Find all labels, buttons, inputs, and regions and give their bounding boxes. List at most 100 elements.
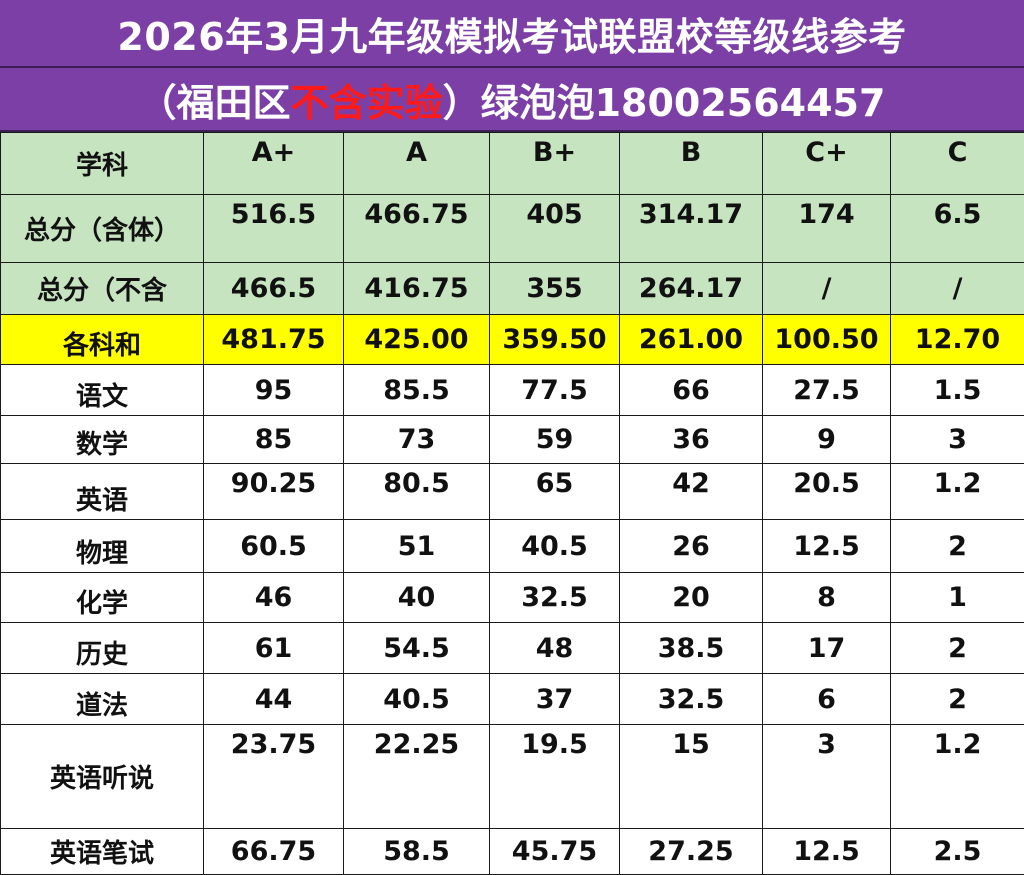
cell-value: 85 [204, 416, 344, 464]
cell-value: 90.25 [204, 464, 344, 520]
cell-value: 264.17 [620, 263, 763, 315]
cell-value: 516.5 [204, 195, 344, 263]
header-grade: A+ [204, 133, 344, 195]
row-label: 英语 [1, 464, 204, 520]
cell-value: 466.5 [204, 263, 344, 315]
cell-value: 481.75 [204, 315, 344, 365]
cell-value: 425.00 [344, 315, 490, 365]
cell-value: 3 [763, 725, 891, 829]
cell-value: 3 [891, 416, 1024, 464]
cell-value: 359.50 [490, 315, 620, 365]
table-row: 英语听说 23.75 22.25 19.5 15 3 1.2 [1, 725, 1024, 829]
title-line-2-highlight: 不含实验 [291, 72, 443, 127]
table-row: 物理 60.5 51 40.5 26 12.5 2 [1, 520, 1024, 573]
cell-value: / [763, 263, 891, 315]
title-line-2: （福田区不含实验）绿泡泡18002564457 [0, 68, 1024, 132]
cell-value: 26 [620, 520, 763, 573]
cell-value: 95 [204, 365, 344, 416]
table-row: 道法 44 40.5 37 32.5 6 2 [1, 674, 1024, 725]
cell-value: 66 [620, 365, 763, 416]
row-label: 数学 [1, 416, 204, 464]
cell-value: 32.5 [620, 674, 763, 725]
row-label: 历史 [1, 623, 204, 674]
cell-value: 405 [490, 195, 620, 263]
cell-value: 1.5 [891, 365, 1024, 416]
cell-value: 23.75 [204, 725, 344, 829]
row-label: 总分（含体） [1, 195, 204, 263]
cell-value: 27.5 [763, 365, 891, 416]
cell-value: 85.5 [344, 365, 490, 416]
cell-value: 61 [204, 623, 344, 674]
cell-value: 42 [620, 464, 763, 520]
row-label: 英语听说 [1, 725, 204, 829]
row-label: 英语笔试 [1, 829, 204, 875]
cell-value: 20.5 [763, 464, 891, 520]
cell-value: 1 [891, 573, 1024, 623]
table-row: 英语笔试 66.75 58.5 45.75 27.25 12.5 2.5 [1, 829, 1024, 875]
cell-value: 32.5 [490, 573, 620, 623]
cell-value: 6 [763, 674, 891, 725]
cell-value: 12.5 [763, 829, 891, 875]
table-row: 历史 61 54.5 48 38.5 17 2 [1, 623, 1024, 674]
cell-value: 2 [891, 674, 1024, 725]
cell-value: 36 [620, 416, 763, 464]
cell-value: / [891, 263, 1024, 315]
cell-value: 66.75 [204, 829, 344, 875]
cell-value: 37 [490, 674, 620, 725]
cell-value: 54.5 [344, 623, 490, 674]
cell-value: 48 [490, 623, 620, 674]
cell-value: 45.75 [490, 829, 620, 875]
table-row: 英语 90.25 80.5 65 42 20.5 1.2 [1, 464, 1024, 520]
table-row: 总分（不含 466.5 416.75 355 264.17 / / [1, 263, 1024, 315]
cell-value: 9 [763, 416, 891, 464]
cell-value: 12.70 [891, 315, 1024, 365]
cell-value: 100.50 [763, 315, 891, 365]
cell-value: 40.5 [490, 520, 620, 573]
cell-value: 2 [891, 520, 1024, 573]
table-row: 化学 46 40 32.5 20 8 1 [1, 573, 1024, 623]
row-label: 道法 [1, 674, 204, 725]
cell-value: 73 [344, 416, 490, 464]
cell-value: 65 [490, 464, 620, 520]
cell-value: 314.17 [620, 195, 763, 263]
title-line-1: 2026年3月九年级模拟考试联盟校等级线参考 [0, 0, 1024, 68]
cell-value: 58.5 [344, 829, 490, 875]
cell-value: 19.5 [490, 725, 620, 829]
grade-table: 学科 A+ A B+ B C+ C 总分（含体） 516.5 466.75 40… [0, 132, 1024, 875]
header-grade: B+ [490, 133, 620, 195]
cell-value: 261.00 [620, 315, 763, 365]
cell-value: 59 [490, 416, 620, 464]
header-grade: C+ [763, 133, 891, 195]
header-row: 学科 A+ A B+ B C+ C [1, 133, 1024, 195]
table-row: 总分（含体） 516.5 466.75 405 314.17 174 6.5 [1, 195, 1024, 263]
cell-value: 2.5 [891, 829, 1024, 875]
header-subject: 学科 [1, 133, 204, 195]
sum-row: 各科和 481.75 425.00 359.50 261.00 100.50 1… [1, 315, 1024, 365]
cell-value: 416.75 [344, 263, 490, 315]
row-label: 总分（不含 [1, 263, 204, 315]
cell-value: 8 [763, 573, 891, 623]
cell-value: 174 [763, 195, 891, 263]
cell-value: 77.5 [490, 365, 620, 416]
cell-value: 40.5 [344, 674, 490, 725]
cell-value: 22.25 [344, 725, 490, 829]
header-grade: C [891, 133, 1024, 195]
cell-value: 60.5 [204, 520, 344, 573]
cell-value: 27.25 [620, 829, 763, 875]
cell-value: 20 [620, 573, 763, 623]
cell-value: 1.2 [891, 725, 1024, 829]
cell-value: 17 [763, 623, 891, 674]
cell-value: 80.5 [344, 464, 490, 520]
cell-value: 12.5 [763, 520, 891, 573]
cell-value: 51 [344, 520, 490, 573]
cell-value: 44 [204, 674, 344, 725]
cell-value: 2 [891, 623, 1024, 674]
cell-value: 38.5 [620, 623, 763, 674]
header-grade: A [344, 133, 490, 195]
cell-value: 46 [204, 573, 344, 623]
row-label: 各科和 [1, 315, 204, 365]
table-row: 语文 95 85.5 77.5 66 27.5 1.5 [1, 365, 1024, 416]
cell-value: 355 [490, 263, 620, 315]
cell-value: 6.5 [891, 195, 1024, 263]
